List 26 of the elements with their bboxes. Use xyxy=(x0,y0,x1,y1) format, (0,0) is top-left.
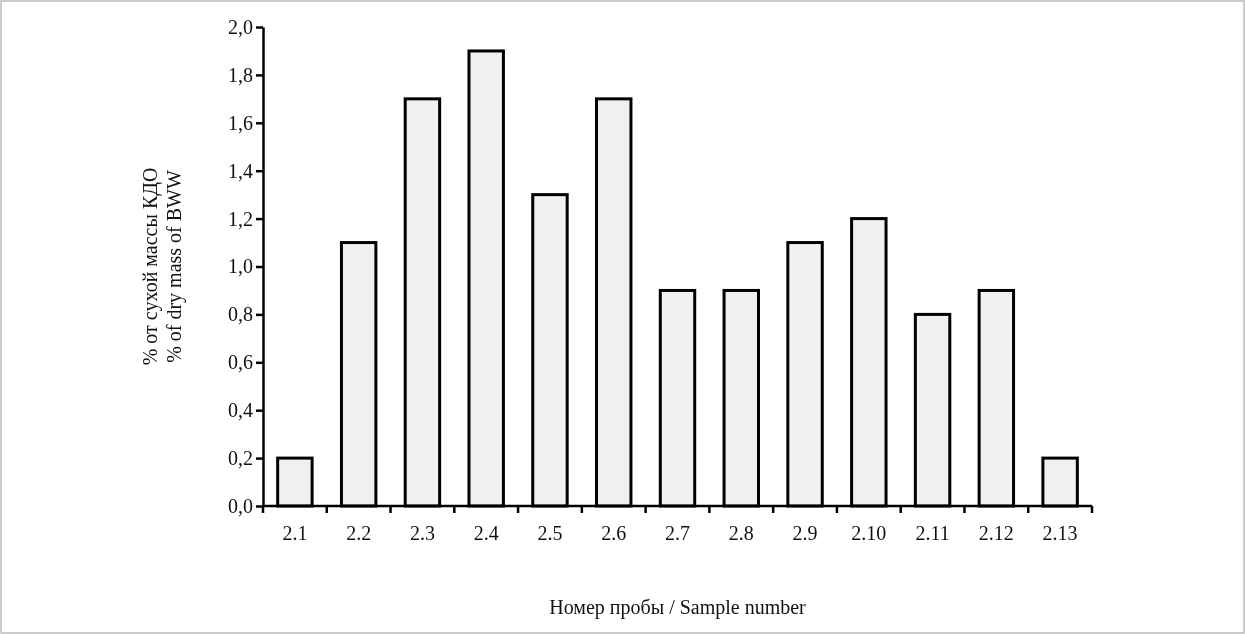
x-tick-label: 2.6 xyxy=(601,522,627,544)
y-tick-label: 1,2 xyxy=(228,207,253,230)
x-tick-label: 2.1 xyxy=(282,522,308,544)
x-tick-label: 2.10 xyxy=(851,522,887,544)
x-tick-label: 2.3 xyxy=(409,522,435,544)
y-tick-label: 1,6 xyxy=(228,111,253,134)
y-tick-label: 0,0 xyxy=(228,494,253,517)
x-tick-label: 2.13 xyxy=(1042,522,1078,544)
y-tick-label: 1,0 xyxy=(228,255,253,278)
y-tick-label: 1,4 xyxy=(228,159,253,182)
x-tick-label: 2.11 xyxy=(915,522,950,544)
x-tick-label: 2.2 xyxy=(346,522,372,544)
y-axis-title: % от сухой массы КДО % of dry mass of BWW xyxy=(139,167,186,366)
y-tick-label: 1,8 xyxy=(228,63,253,86)
x-tick-label: 2.5 xyxy=(537,522,563,544)
x-tick-label: 2.8 xyxy=(728,522,754,544)
y-tick-label: 0,8 xyxy=(228,303,253,326)
x-tick-label: 2.4 xyxy=(473,522,499,544)
y-tick-label: 2,0 xyxy=(228,15,253,38)
y-tick-label: 0,4 xyxy=(228,399,253,422)
y-tick-label: 0,2 xyxy=(228,447,253,469)
y-tick-label: 0,6 xyxy=(228,351,253,374)
x-tick-label: 2.7 xyxy=(665,522,690,544)
x-tick-label: 2.9 xyxy=(792,522,818,544)
x-tick-label: 2.12 xyxy=(978,522,1014,544)
x-axis-title: Номер пробы / Sample number xyxy=(549,596,807,619)
